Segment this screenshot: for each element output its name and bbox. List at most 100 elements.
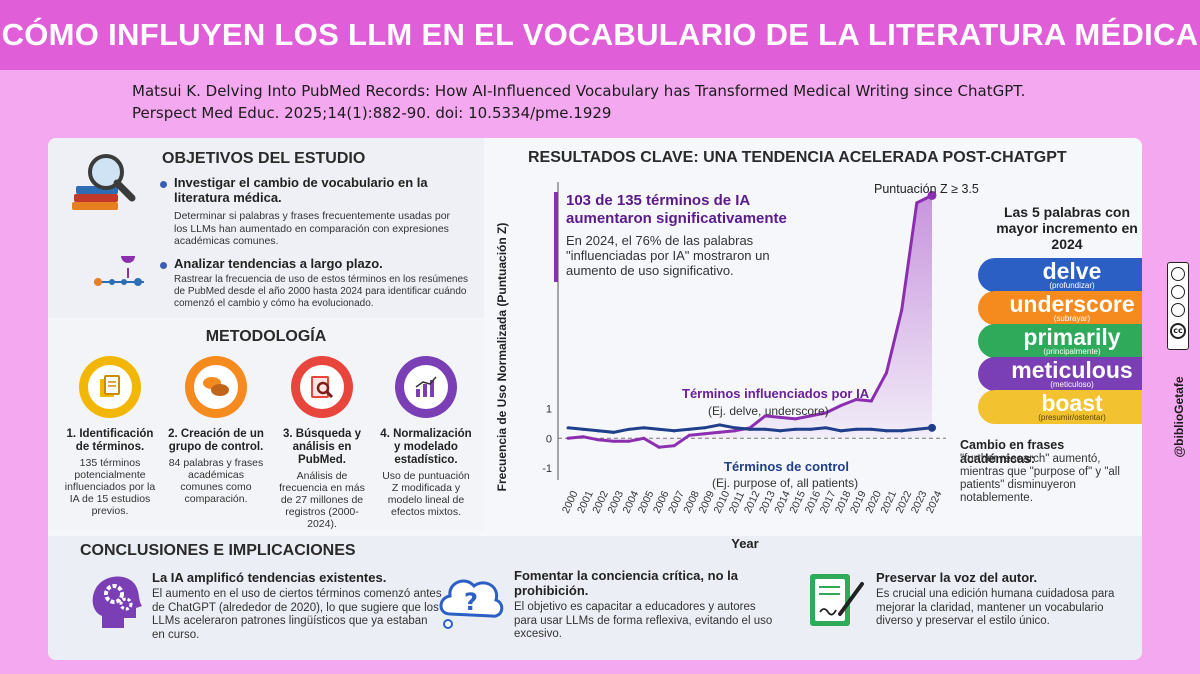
control-series-point xyxy=(748,427,752,431)
conclusion-3-title: Preservar la voz del autor. xyxy=(876,570,1038,585)
methodology-title: METODOLOGÍA xyxy=(205,328,327,345)
ai-series-label: Términos influenciados por IA xyxy=(682,386,870,401)
phrases-change-desc: "further research" aumentó, mientras que… xyxy=(960,453,1120,504)
ai-series-point xyxy=(763,414,767,418)
method-step-1-desc: 135 términos potencialmente influenciado… xyxy=(64,457,156,517)
ai-series-point xyxy=(627,439,631,443)
ai-series-point xyxy=(718,430,722,434)
document-pen-icon xyxy=(806,570,866,630)
bullet-icon xyxy=(160,181,167,188)
method-step-3: 3. Búsqueda y análisis en PubMed. Anális… xyxy=(274,356,370,530)
control-series-point xyxy=(839,429,843,433)
nc-icon xyxy=(1171,285,1185,299)
conclusion-2-desc: El objetivo es capacitar a educadores y … xyxy=(514,601,773,640)
top-word-1-word: delve xyxy=(1042,258,1102,284)
top-word-5-translation: (presumir/ostentar) xyxy=(1038,413,1106,422)
conclusions-panel xyxy=(48,536,1142,660)
control-series-label: Términos de control xyxy=(724,459,849,474)
top-word-3-translation: (principalmente) xyxy=(1043,347,1101,356)
objective-2-title: Analizar tendencias a largo plazo. xyxy=(174,256,383,271)
method-step-3-desc: Análisis de frecuencia en más de 27 mill… xyxy=(279,470,365,530)
ai-series-point xyxy=(824,411,828,415)
control-series-point xyxy=(885,429,888,433)
cc-license-badge: cc xyxy=(1167,262,1189,350)
ai-series-point xyxy=(657,445,661,449)
ai-series-point xyxy=(581,435,585,439)
results-title: RESULTADOS CLAVE: UNA TENDENCIA ACELERAD… xyxy=(528,149,1067,166)
callout-bar xyxy=(554,192,558,282)
title-banner: CÓMO INFLUYEN LOS LLM EN EL VOCABULARIO … xyxy=(0,0,1200,70)
license-terms: BY NC SA xyxy=(1181,266,1191,267)
callout-title: 103 de 135 términos de IA aumentaron sig… xyxy=(566,192,787,227)
ai-series-point xyxy=(642,436,646,440)
ai-series-point xyxy=(794,417,797,421)
top-word-3: primarily (principalmente) xyxy=(978,324,1142,358)
method-step-2-title: 2. Creación de un grupo de control. xyxy=(168,428,264,453)
ai-series-point xyxy=(733,429,737,433)
control-series-point xyxy=(733,426,737,430)
license-sa: SA xyxy=(1184,266,1185,267)
bullet-icon xyxy=(160,262,167,269)
method-step-1: 1. Identificación de términos. 135 térmi… xyxy=(62,356,158,517)
twitter-handle: @biblioGetafe xyxy=(1172,376,1186,458)
method-step-2: 2. Creación de un grupo de control. 84 p… xyxy=(168,356,264,505)
control-series-point xyxy=(869,427,873,431)
top-words-title: Las 5 palabras con mayor incremento en 2… xyxy=(996,204,1138,252)
ai-series-area xyxy=(568,195,932,448)
control-series-point xyxy=(627,427,631,431)
objective-1-desc: Determinar si palabras y frases frecuent… xyxy=(174,210,451,247)
citation-line-2: Perspect Med Educ. 2025;14(1):882-90. do… xyxy=(132,104,612,122)
top-word-3-word: primarily xyxy=(1023,324,1121,350)
z-score-label: Puntuación Z ≥ 3.5 xyxy=(874,182,979,196)
top-word-4-translation: (meticuloso) xyxy=(1050,380,1094,389)
ai-series-point xyxy=(839,404,843,407)
ai-series-point xyxy=(885,371,888,375)
control-series-point xyxy=(718,423,722,427)
ai-series-point xyxy=(672,444,676,448)
method-step-1-title: 1. Identificación de términos. xyxy=(66,428,154,453)
top-word-5: boast (presumir/ostentar) xyxy=(978,390,1142,424)
control-series-point xyxy=(915,427,919,431)
page-title: CÓMO INFLUYEN LOS LLM EN EL VOCABULARIO … xyxy=(1,17,1199,52)
control-series-point xyxy=(596,429,600,433)
method-step-4: 4. Normalización y modelado estadístico.… xyxy=(378,356,474,518)
infographic-card: OBJETIVOS DEL ESTUDIO Investigar el camb… xyxy=(48,138,1142,660)
head-gears-icon xyxy=(84,568,148,632)
conclusion-1: La IA amplificó tendencias existentes. E… xyxy=(152,570,442,642)
control-series-point xyxy=(687,427,691,431)
control-series-point xyxy=(809,427,813,431)
top-word-4: meticulous (meticuloso) xyxy=(978,357,1142,391)
method-step-4-desc: Uso de puntuación Z modificada y modelo … xyxy=(382,470,470,518)
sa-icon xyxy=(1171,267,1185,281)
top-word-2: underscore (subrayar) xyxy=(978,291,1142,325)
chart-x-label: Year xyxy=(731,536,758,551)
magnifier-document-icon xyxy=(311,376,334,399)
citation: Matsui K. Delving Into PubMed Records: H… xyxy=(132,80,1025,124)
ai-series-point xyxy=(900,308,904,312)
question-cloud-icon: ? xyxy=(436,568,506,632)
control-series-point xyxy=(778,429,782,433)
ai-series-point xyxy=(778,415,782,419)
control-series-point xyxy=(672,429,676,433)
control-series-point xyxy=(824,426,828,430)
conclusion-1-desc: El aumento en el uso de ciertos términos… xyxy=(152,588,442,641)
conclusion-2: Fomentar la conciencia crítica, no la pr… xyxy=(514,568,779,642)
top-word-1: delve (profundizar) xyxy=(978,258,1142,292)
ai-series-example: (Ej. delve, underscore) xyxy=(708,404,829,418)
conclusion-3-desc: Es crucial una edición humana cuidadosa … xyxy=(876,588,1115,627)
side-badges: cc BY NC SA @biblioGetafe xyxy=(1167,262,1191,458)
timeline-icon xyxy=(88,249,148,296)
chart-y-tick: -1 xyxy=(542,463,552,475)
control-series-point xyxy=(657,427,661,431)
method-step-2-desc: 84 palabras y frases académicas comunes … xyxy=(168,457,264,505)
method-step-3-title: 3. Búsqueda y análisis en PubMed. xyxy=(283,428,361,466)
by-icon xyxy=(1171,303,1185,317)
ai-series-point xyxy=(809,414,813,418)
conclusion-2-title: Fomentar la conciencia crítica, no la pr… xyxy=(514,568,738,598)
chart-y-tick: 0 xyxy=(546,433,552,445)
conclusion-1-title: La IA amplificó tendencias existentes. xyxy=(152,570,387,585)
conclusions-title: CONCLUSIONES E IMPLICACIONES xyxy=(80,542,356,559)
control-series-point xyxy=(854,427,858,431)
chart-x-tick: 2024 xyxy=(924,489,945,515)
control-series-point xyxy=(612,430,615,434)
